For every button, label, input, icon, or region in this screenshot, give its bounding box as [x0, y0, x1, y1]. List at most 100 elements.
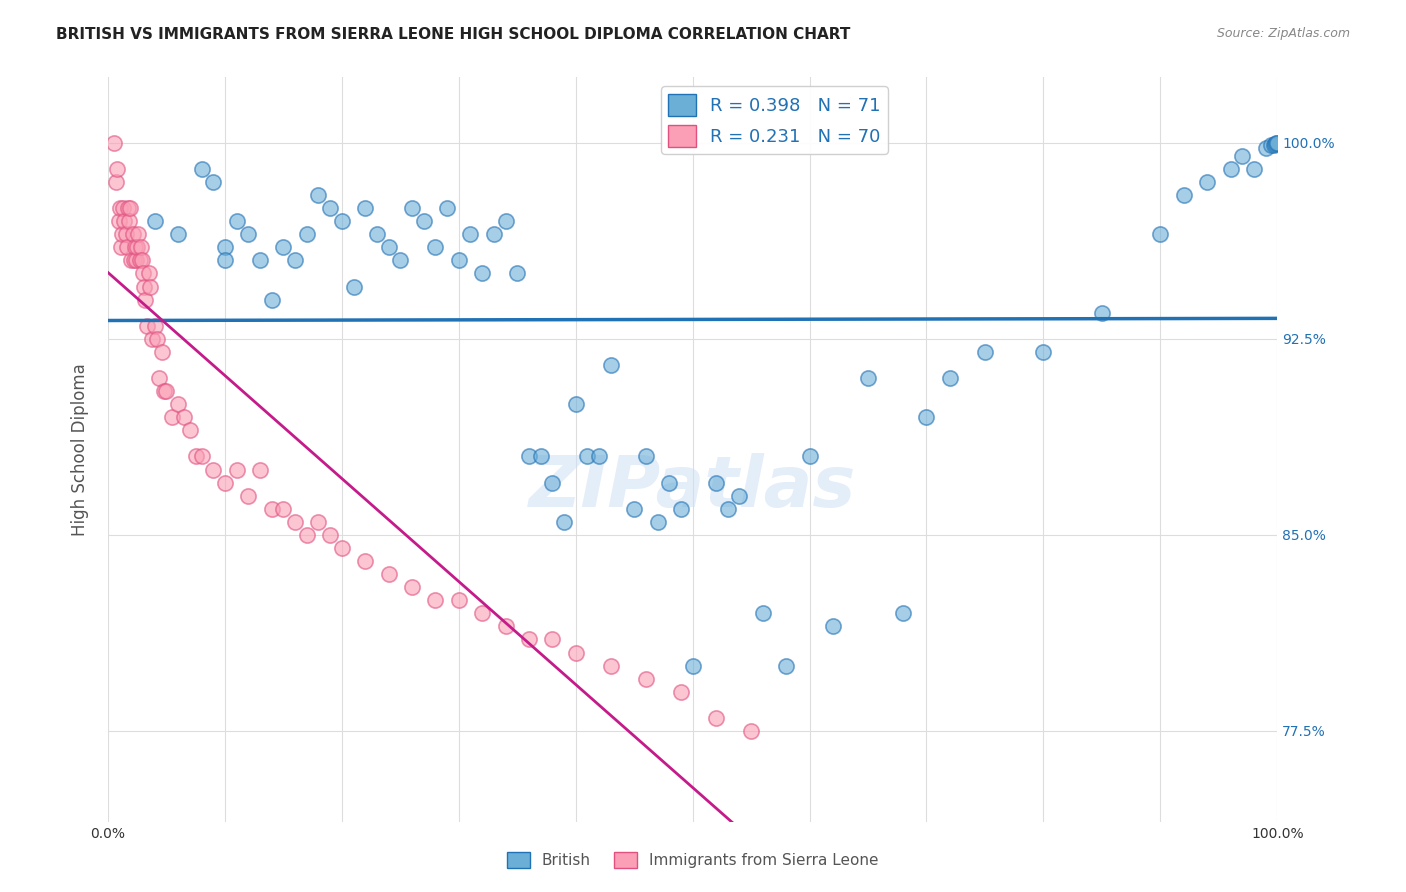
Immigrants from Sierra Leone [105, 175, 128, 189]
British [1254, 141, 1277, 155]
British [1091, 306, 1114, 320]
British [471, 267, 494, 281]
Immigrants from Sierra Leone [740, 723, 762, 738]
British [202, 175, 225, 189]
Immigrants from Sierra Leone [162, 410, 184, 425]
Immigrants from Sierra Leone [190, 450, 212, 464]
Immigrants from Sierra Leone [131, 253, 153, 268]
Immigrants from Sierra Leone [634, 672, 657, 686]
British [915, 410, 938, 425]
Immigrants from Sierra Leone [121, 227, 143, 242]
British [541, 475, 564, 490]
British [775, 658, 797, 673]
Immigrants from Sierra Leone [117, 201, 139, 215]
Immigrants from Sierra Leone [214, 475, 236, 490]
Immigrants from Sierra Leone [128, 253, 150, 268]
British [1263, 138, 1285, 153]
British [342, 279, 364, 293]
British [564, 397, 586, 411]
Immigrants from Sierra Leone [141, 332, 163, 346]
Immigrants from Sierra Leone [107, 214, 129, 228]
British [1265, 136, 1288, 151]
Immigrants from Sierra Leone [148, 371, 170, 385]
British [623, 501, 645, 516]
British [856, 371, 879, 385]
British [799, 450, 821, 464]
Immigrants from Sierra Leone [110, 240, 132, 254]
British [599, 358, 621, 372]
Text: BRITISH VS IMMIGRANTS FROM SIERRA LEONE HIGH SCHOOL DIPLOMA CORRELATION CHART: BRITISH VS IMMIGRANTS FROM SIERRA LEONE … [56, 27, 851, 42]
British [752, 607, 775, 621]
Immigrants from Sierra Leone [124, 240, 146, 254]
British [939, 371, 962, 385]
British [295, 227, 318, 242]
Immigrants from Sierra Leone [564, 646, 586, 660]
Immigrants from Sierra Leone [354, 554, 377, 568]
British [517, 450, 540, 464]
Immigrants from Sierra Leone [127, 227, 149, 242]
British [974, 345, 997, 359]
Immigrants from Sierra Leone [517, 632, 540, 647]
British [425, 240, 447, 254]
Immigrants from Sierra Leone [308, 515, 330, 529]
Immigrants from Sierra Leone [103, 136, 125, 150]
British [647, 515, 669, 529]
British [249, 253, 271, 268]
Immigrants from Sierra Leone [134, 279, 156, 293]
Immigrants from Sierra Leone [114, 227, 136, 242]
British [588, 450, 610, 464]
British [530, 450, 553, 464]
British [669, 501, 692, 516]
Immigrants from Sierra Leone [599, 658, 621, 673]
Immigrants from Sierra Leone [118, 214, 141, 228]
Immigrants from Sierra Leone [249, 462, 271, 476]
Immigrants from Sierra Leone [495, 619, 517, 633]
British [401, 201, 423, 215]
Immigrants from Sierra Leone [111, 227, 134, 242]
British [728, 489, 751, 503]
Immigrants from Sierra Leone [155, 384, 177, 398]
Immigrants from Sierra Leone [284, 515, 307, 529]
British [1230, 149, 1253, 163]
British [634, 450, 657, 464]
British [389, 253, 412, 268]
British [553, 515, 575, 529]
Immigrants from Sierra Leone [541, 632, 564, 647]
Immigrants from Sierra Leone [401, 580, 423, 594]
British [1260, 138, 1282, 153]
Immigrants from Sierra Leone [127, 240, 149, 254]
British [682, 658, 704, 673]
Immigrants from Sierra Leone [273, 501, 295, 516]
Immigrants from Sierra Leone [150, 345, 173, 359]
Immigrants from Sierra Leone [120, 253, 142, 268]
British [273, 240, 295, 254]
British [1032, 345, 1054, 359]
Immigrants from Sierra Leone [135, 318, 157, 333]
Immigrants from Sierra Leone [132, 267, 155, 281]
British [167, 227, 190, 242]
British [319, 201, 342, 215]
British [1265, 136, 1288, 150]
Immigrants from Sierra Leone [115, 240, 138, 254]
British [506, 267, 529, 281]
British [891, 607, 914, 621]
British [576, 450, 599, 464]
Immigrants from Sierra Leone [134, 293, 156, 307]
Immigrants from Sierra Leone [238, 489, 260, 503]
Immigrants from Sierra Leone [669, 685, 692, 699]
British [1173, 188, 1195, 202]
British [1243, 161, 1265, 176]
British [366, 227, 388, 242]
Immigrants from Sierra Leone [108, 201, 131, 215]
Immigrants from Sierra Leone [120, 201, 142, 215]
British [821, 619, 844, 633]
British [330, 214, 353, 228]
Immigrants from Sierra Leone [122, 253, 145, 268]
British [482, 227, 505, 242]
Immigrants from Sierra Leone [319, 528, 342, 542]
Immigrants from Sierra Leone [146, 332, 169, 346]
Immigrants from Sierra Leone [471, 607, 494, 621]
British [1149, 227, 1171, 242]
Immigrants from Sierra Leone [138, 267, 160, 281]
British [412, 214, 434, 228]
